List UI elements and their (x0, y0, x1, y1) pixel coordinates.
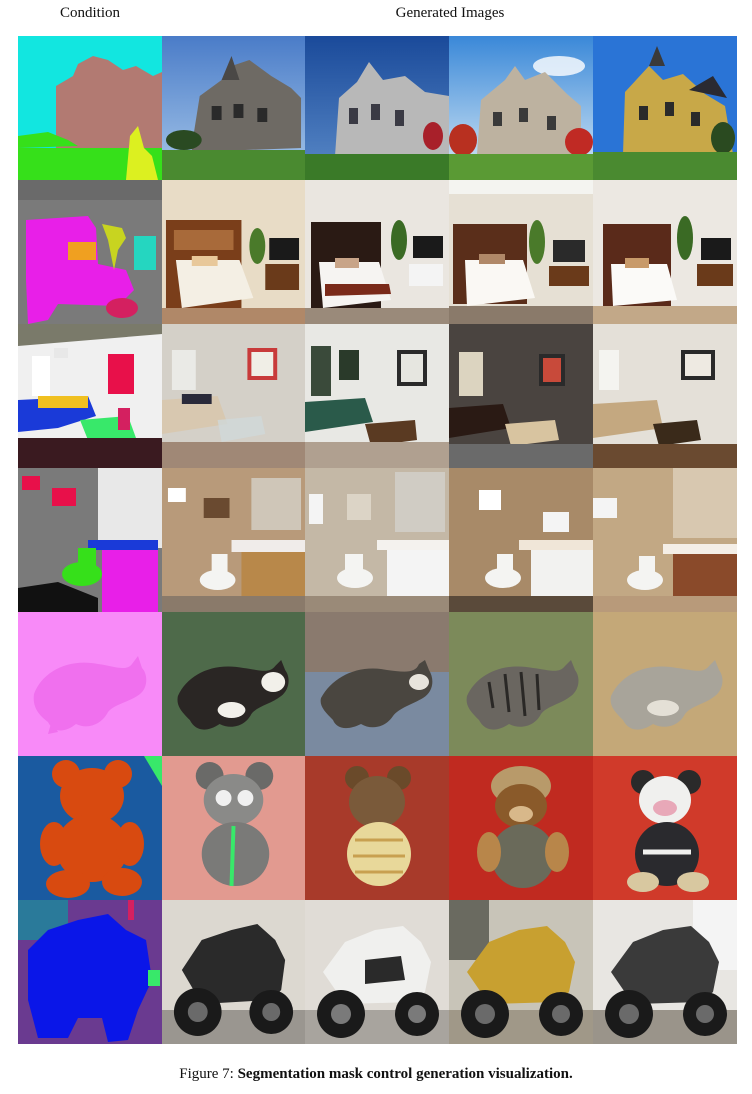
segmentation-mask-cat (18, 612, 162, 756)
generated-house-1 (162, 36, 305, 180)
segmentation-mask-teddy-bear (18, 756, 162, 900)
condition-column-header: Condition (59, 5, 120, 21)
grid-row-motorcycle (18, 900, 737, 1044)
grid-row-living-room (18, 324, 737, 468)
generated-cat-2 (305, 612, 449, 756)
generated-bedroom-3 (449, 180, 593, 324)
generated-motorcycle-2 (305, 900, 449, 1044)
generated-cat-1 (162, 612, 305, 756)
generated-bathroom-3 (449, 468, 593, 612)
generated-cat-3 (449, 612, 593, 756)
generated-teddy-bear-4 (593, 756, 737, 900)
grid-row-teddy-bear (18, 756, 737, 900)
generated-living-room-4 (593, 324, 737, 468)
generated-bedroom-1 (162, 180, 305, 324)
figure-label: Figure 7: (179, 1066, 238, 1082)
segmentation-mask-motorcycle (18, 900, 162, 1044)
generated-motorcycle-1 (162, 900, 305, 1044)
segmentation-mask-bathroom (18, 468, 162, 612)
figure-caption-text: Segmentation mask control generation vis… (237, 1066, 573, 1082)
generated-motorcycle-3 (449, 900, 593, 1044)
segmentation-mask-bedroom (18, 180, 162, 324)
generated-bathroom-2 (305, 468, 449, 612)
generated-house-3 (449, 36, 593, 180)
image-grid (18, 36, 737, 1045)
generated-teddy-bear-3 (449, 756, 593, 900)
segmentation-mask-living-room (18, 324, 162, 468)
generated-living-room-1 (162, 324, 305, 468)
generated-images-column-header: Generated Images (395, 5, 505, 21)
generated-bathroom-1 (162, 468, 305, 612)
generated-motorcycle-4 (593, 900, 737, 1044)
generated-teddy-bear-1 (162, 756, 305, 900)
generated-living-room-3 (449, 324, 593, 468)
grid-row-bedroom (18, 180, 737, 324)
grid-row-house (18, 36, 737, 180)
generated-house-4 (593, 36, 737, 180)
generated-house-2 (305, 36, 449, 180)
generated-bedroom-2 (305, 180, 449, 324)
segmentation-mask-house (18, 36, 162, 180)
figure-caption: Figure 7: Segmentation mask control gene… (0, 1066, 752, 1083)
generated-bathroom-4 (593, 468, 737, 612)
generated-teddy-bear-2 (305, 756, 449, 900)
generated-bedroom-4 (593, 180, 737, 324)
grid-row-cat (18, 612, 737, 756)
generated-cat-4 (593, 612, 737, 756)
grid-row-bathroom (18, 468, 737, 612)
generated-living-room-2 (305, 324, 449, 468)
